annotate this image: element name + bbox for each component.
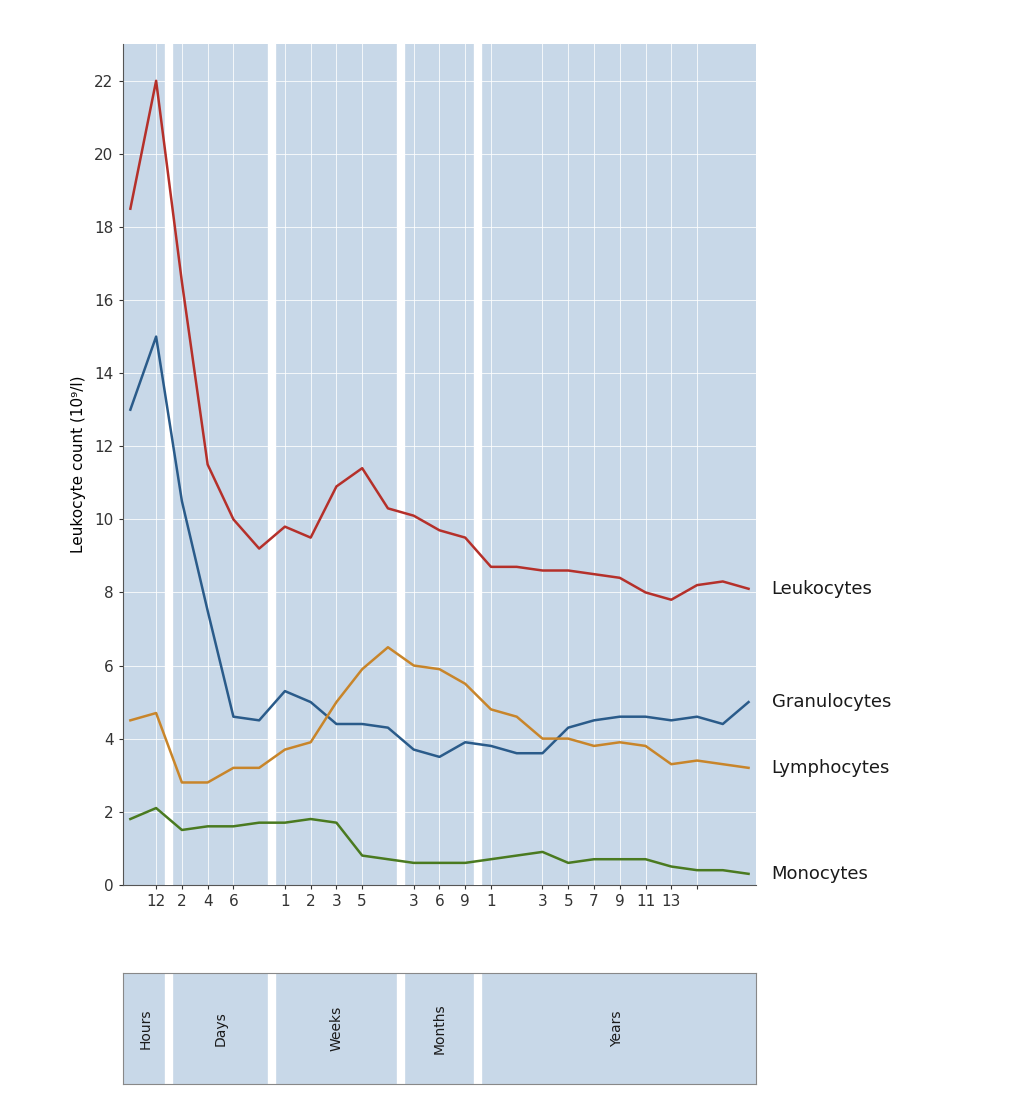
Text: Weeks: Weeks: [329, 1006, 343, 1051]
Text: Monocytes: Monocytes: [772, 865, 869, 883]
Text: Granulocytes: Granulocytes: [772, 693, 891, 711]
Text: Hours: Hours: [139, 1009, 153, 1048]
Text: Leukocytes: Leukocytes: [772, 580, 873, 597]
Text: Lymphocytes: Lymphocytes: [772, 759, 890, 776]
Text: Days: Days: [214, 1011, 228, 1046]
Text: Years: Years: [610, 1010, 624, 1047]
Text: Months: Months: [432, 1003, 447, 1054]
Y-axis label: Leukocyte count (10⁹/l): Leukocyte count (10⁹/l): [71, 376, 86, 553]
